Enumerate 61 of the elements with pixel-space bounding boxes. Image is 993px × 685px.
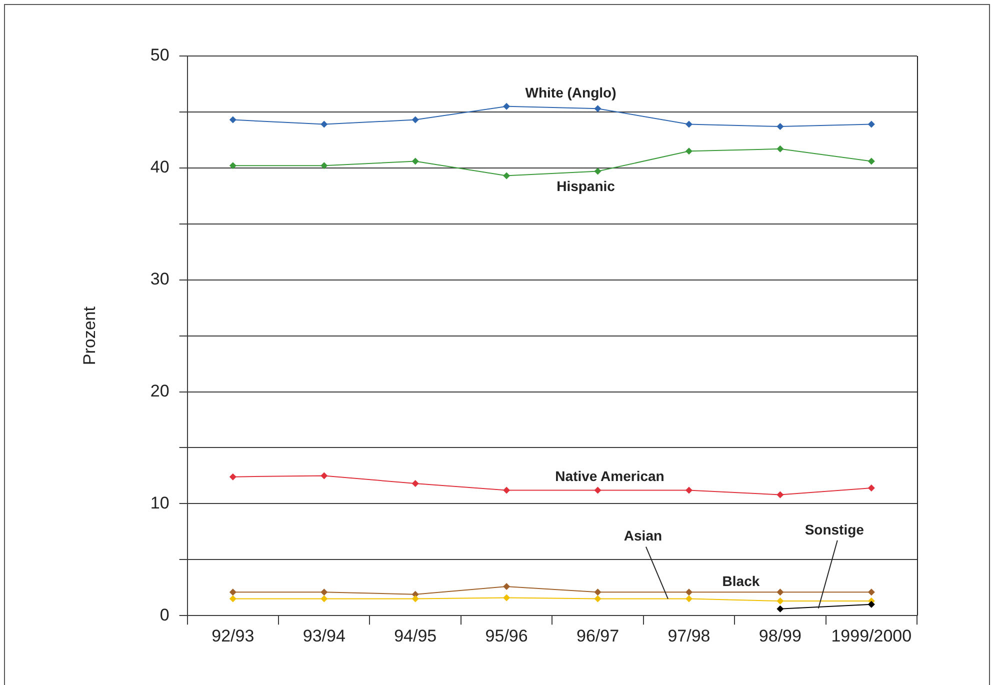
series-label: White (Anglo) [525, 84, 616, 100]
point [776, 588, 784, 596]
y-tick-label: 50 [150, 46, 170, 65]
point [776, 605, 784, 612]
point [776, 491, 784, 498]
point [412, 158, 419, 165]
series-label: Black [722, 572, 760, 589]
point [503, 486, 510, 494]
point [776, 123, 784, 130]
series-label: Native American [555, 468, 664, 484]
point [868, 484, 875, 492]
point [685, 588, 692, 596]
point [229, 473, 236, 480]
point [594, 105, 602, 112]
x-tick-label: 1999/2000 [831, 626, 912, 646]
point [868, 600, 875, 608]
point [503, 594, 510, 602]
point [685, 120, 692, 128]
point [594, 168, 602, 175]
point [594, 486, 602, 494]
text: Sonstige [804, 521, 864, 538]
point [685, 595, 692, 602]
x-tick-label: 98/99 [758, 626, 802, 646]
x-tick-label: 94/95 [394, 626, 437, 646]
point [868, 588, 875, 596]
y-axis-title: Prozent [80, 306, 99, 366]
point [320, 595, 328, 602]
point [503, 583, 510, 590]
y-tick-label: 10 [150, 493, 170, 512]
x-tick-label: 96/97 [576, 626, 620, 646]
point [776, 598, 784, 605]
point [229, 595, 236, 602]
y-tick-label: 30 [150, 270, 170, 289]
x-tick-label: 97/98 [668, 626, 710, 646]
point [320, 162, 328, 170]
point [320, 588, 328, 596]
point [685, 148, 692, 155]
point [412, 480, 419, 488]
point [594, 588, 602, 596]
x-tick-label: 93/94 [302, 626, 346, 646]
point [868, 158, 875, 165]
x-tick-label: 95/96 [485, 626, 528, 646]
y-tick-label: 0 [160, 605, 170, 624]
point [503, 102, 510, 110]
y-tick-label: 40 [150, 158, 170, 177]
point [594, 595, 602, 602]
point [412, 595, 419, 602]
x-tick-label: 92/93 [212, 626, 254, 646]
text: Asian [624, 528, 662, 544]
point [229, 162, 236, 170]
point [503, 172, 510, 180]
point [868, 120, 875, 128]
point [776, 145, 784, 152]
point [229, 116, 236, 124]
point [229, 588, 236, 596]
series-label: Hispanic [556, 178, 616, 194]
point [412, 116, 419, 124]
y-tick-label: 20 [150, 381, 170, 400]
point [320, 472, 328, 480]
point [685, 486, 692, 494]
point [320, 120, 328, 128]
